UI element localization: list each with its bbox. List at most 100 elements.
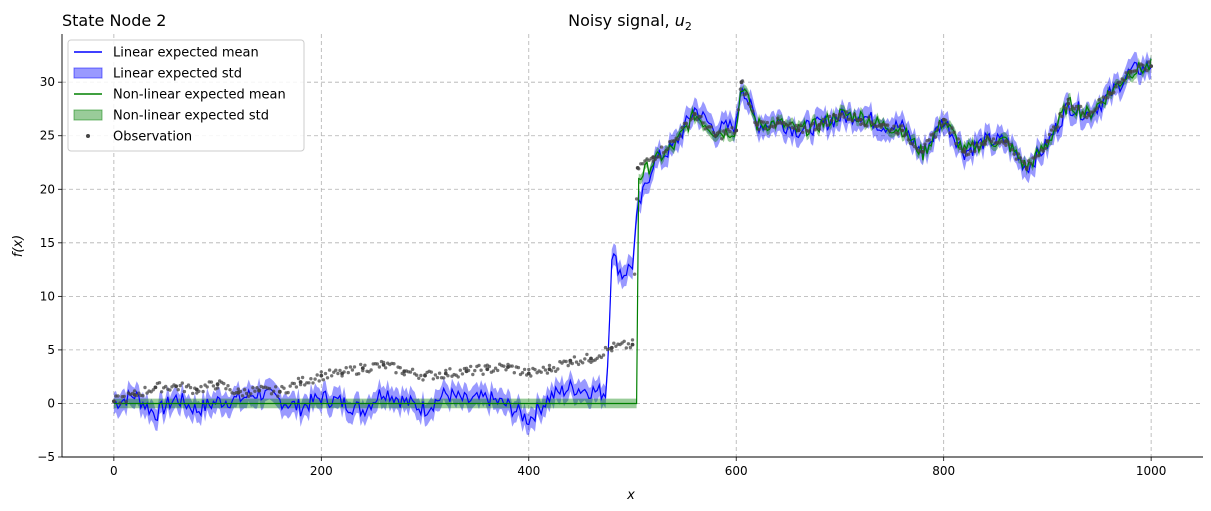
observation-point xyxy=(481,372,485,376)
observation-point xyxy=(850,119,855,123)
observation-point xyxy=(701,121,705,125)
observation-point xyxy=(255,386,259,390)
observation-point xyxy=(921,145,925,150)
observation-point xyxy=(958,146,962,151)
observation-point xyxy=(811,121,815,126)
observation-point xyxy=(313,377,317,381)
observation-point xyxy=(529,374,533,378)
observation-point xyxy=(896,131,900,136)
observation-point xyxy=(792,126,796,131)
observation-point xyxy=(174,384,179,389)
observation-point xyxy=(423,373,427,378)
observation-point xyxy=(269,392,274,396)
observation-point xyxy=(1041,149,1046,153)
observation-point xyxy=(215,386,220,390)
observation-point xyxy=(739,80,744,85)
legend: Linear expected mean Linear expected std N… xyxy=(67,39,305,152)
observation-point xyxy=(164,384,168,389)
observation-point xyxy=(1122,78,1126,83)
y-tick-label: −5 xyxy=(37,450,55,464)
observation-point xyxy=(566,363,570,368)
chart-title: Noisy signal, u2 xyxy=(568,11,692,33)
observation-point xyxy=(277,389,282,394)
observation-point xyxy=(336,371,340,376)
observation-point xyxy=(732,131,736,135)
observation-point xyxy=(1020,159,1025,163)
observation-point xyxy=(966,152,971,156)
observation-point xyxy=(734,128,739,133)
observation-point xyxy=(294,385,299,389)
y-tick-label: 0 xyxy=(47,396,55,410)
observation-point xyxy=(796,128,801,133)
y-tick-label: 20 xyxy=(40,182,55,196)
observation-point xyxy=(330,374,334,378)
observation-point xyxy=(1107,91,1112,95)
observation-point xyxy=(813,128,817,132)
observation-point xyxy=(1137,64,1141,69)
observation-point xyxy=(473,368,477,373)
observation-point xyxy=(664,149,668,153)
observation-point xyxy=(744,91,749,96)
observation-point xyxy=(443,371,448,376)
observation-point xyxy=(692,112,697,117)
observation-point xyxy=(954,142,958,146)
observation-points xyxy=(112,60,1153,405)
observation-point xyxy=(610,349,614,353)
x-tick-label: 800 xyxy=(932,464,955,478)
observation-point xyxy=(691,116,695,121)
observation-point xyxy=(635,166,640,170)
observation-point xyxy=(442,376,446,380)
observation-point xyxy=(628,345,633,350)
y-tick-label: 25 xyxy=(40,129,55,143)
legend-label: Non-linear expected std xyxy=(113,109,269,124)
observation-point xyxy=(722,129,726,133)
observation-point xyxy=(599,355,604,360)
observation-point xyxy=(1105,96,1110,100)
observation-point xyxy=(271,389,276,393)
observation-point xyxy=(858,117,863,122)
observation-point xyxy=(392,362,396,366)
observation-point xyxy=(456,375,460,379)
observation-point xyxy=(545,371,550,375)
observation-point xyxy=(776,116,780,120)
observation-point xyxy=(249,392,253,396)
observation-point xyxy=(941,117,946,122)
observation-point xyxy=(622,339,626,343)
observation-point xyxy=(448,367,452,371)
observation-point xyxy=(533,367,537,372)
observation-point xyxy=(215,382,220,387)
observation-point xyxy=(344,366,348,370)
observation-point xyxy=(417,376,421,380)
observation-point xyxy=(502,364,506,368)
observation-point xyxy=(950,126,954,130)
legend-box xyxy=(67,39,305,152)
observation-point xyxy=(1066,97,1070,102)
observation-point xyxy=(274,385,278,389)
observation-point xyxy=(657,155,662,159)
observation-point xyxy=(419,373,423,378)
observation-point xyxy=(323,371,328,376)
observation-point xyxy=(182,389,187,394)
observation-point xyxy=(307,381,311,385)
observation-point xyxy=(298,380,303,384)
observation-point xyxy=(1114,84,1118,89)
observation-point xyxy=(763,126,767,131)
y-tick-label: 15 xyxy=(40,236,55,250)
observation-point xyxy=(1012,152,1016,156)
observation-point xyxy=(1081,111,1085,115)
observation-point xyxy=(927,138,931,142)
observation-point xyxy=(479,368,483,372)
x-tick-label: 200 xyxy=(310,464,333,478)
observation-point xyxy=(827,114,832,119)
observation-point xyxy=(937,121,942,125)
observation-point xyxy=(1068,107,1072,112)
observation-point xyxy=(504,368,508,372)
chart-title-subscript: 2 xyxy=(685,20,692,33)
observation-point xyxy=(989,139,994,144)
observation-point xyxy=(570,361,574,366)
observation-point xyxy=(240,394,245,398)
observation-point xyxy=(1128,69,1133,74)
observation-point xyxy=(836,117,840,121)
observation-point xyxy=(798,123,803,127)
observation-point xyxy=(630,338,635,342)
